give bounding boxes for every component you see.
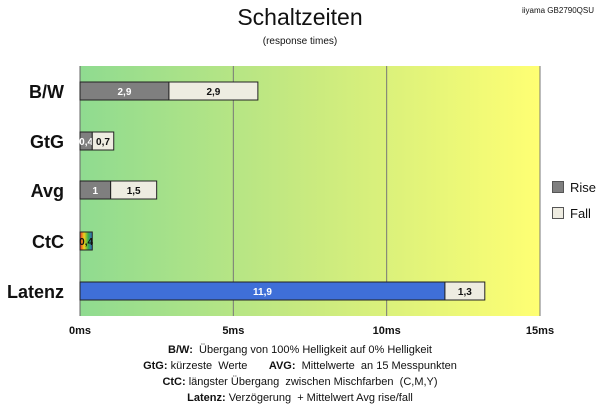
legend-item-fall: Fall: [552, 206, 591, 221]
bar-data-label: 0,4: [79, 237, 93, 248]
bar-segment: [444, 281, 486, 301]
footnote-avg-key: AVG:: [268, 360, 296, 372]
x-tick-label: 0ms: [69, 325, 91, 337]
response-time-chart: 2,9 2,90,4 0,71 1,50,411,9 1,3 B/WGtGAvgCtCL…: [7, 66, 554, 337]
bar-segment: [168, 81, 259, 101]
legend-item-rise: Rise: [552, 180, 596, 195]
footnote-bw-key: B/W:: [168, 344, 193, 356]
footnote-gtg-avg: GtG: kürzeste Werte AVG: Mittelwerte an …: [0, 360, 600, 372]
bar-data-label: 2,9: [118, 87, 132, 98]
footnote-gtg-key: GtG:: [143, 360, 168, 372]
y-category-label: Avg: [31, 181, 64, 201]
bar-data-label: 1,5: [127, 186, 141, 197]
chart-title: Schaltzeiten: [237, 4, 363, 30]
x-tick-label: 15ms: [526, 325, 554, 337]
chart-subtitle: (response times): [262, 36, 338, 47]
bar-data-label: 2,9: [206, 87, 220, 98]
y-category-label: GtG: [30, 132, 64, 152]
legend-label-rise: Rise: [570, 180, 597, 195]
footnote-bw: B/W: Übergang von 100% Helligkeit auf 0%…: [0, 344, 600, 356]
bar-data-label: 0,7: [96, 137, 110, 148]
bar-data-label: 11,9: [253, 287, 272, 298]
x-tick-label: 10ms: [373, 325, 401, 337]
x-tick-label: 5ms: [222, 325, 244, 337]
footnote-latenz: Latenz: Verzögerung + Mittelwert Avg ris…: [0, 392, 600, 404]
bar-segment: [91, 131, 115, 151]
footnote-gtg-text: kürzeste Werte: [167, 360, 269, 372]
footnote-bw-text: Übergang von 100% Helligkeit auf 0% Hell…: [192, 344, 432, 356]
footnote-ctc: CtC: längster Übergang zwischen Mischfar…: [0, 376, 600, 388]
y-category-label: CtC: [32, 232, 64, 252]
bar-segment: [79, 231, 93, 251]
legend-label-fall: Fall: [570, 206, 591, 221]
bar-data-label: 1,3: [458, 287, 472, 298]
y-category-label: B/W: [29, 82, 64, 102]
footnote-ctc-key: CtC:: [162, 376, 186, 388]
legend-swatch-rise: [552, 181, 564, 193]
footnote-ctc-text: längster Übergang zwischen Mischfarben (…: [185, 376, 438, 388]
bar-data-label: 1: [93, 186, 99, 197]
y-category-label: Latenz: [7, 282, 64, 302]
bar-segment: [110, 180, 158, 200]
footnote-avg-text: Mittelwerte an 15 Messpunkten: [295, 360, 457, 372]
legend-swatch-fall: [552, 207, 564, 219]
footnote-latenz-text: Verzögerung + Mittelwert Avg rise/fall: [225, 392, 413, 404]
footnote-latenz-key: Latenz:: [187, 392, 226, 404]
monitor-model-label: iiyama GB2790QSU: [521, 6, 594, 15]
bar-data-label: 0,4: [79, 137, 93, 148]
